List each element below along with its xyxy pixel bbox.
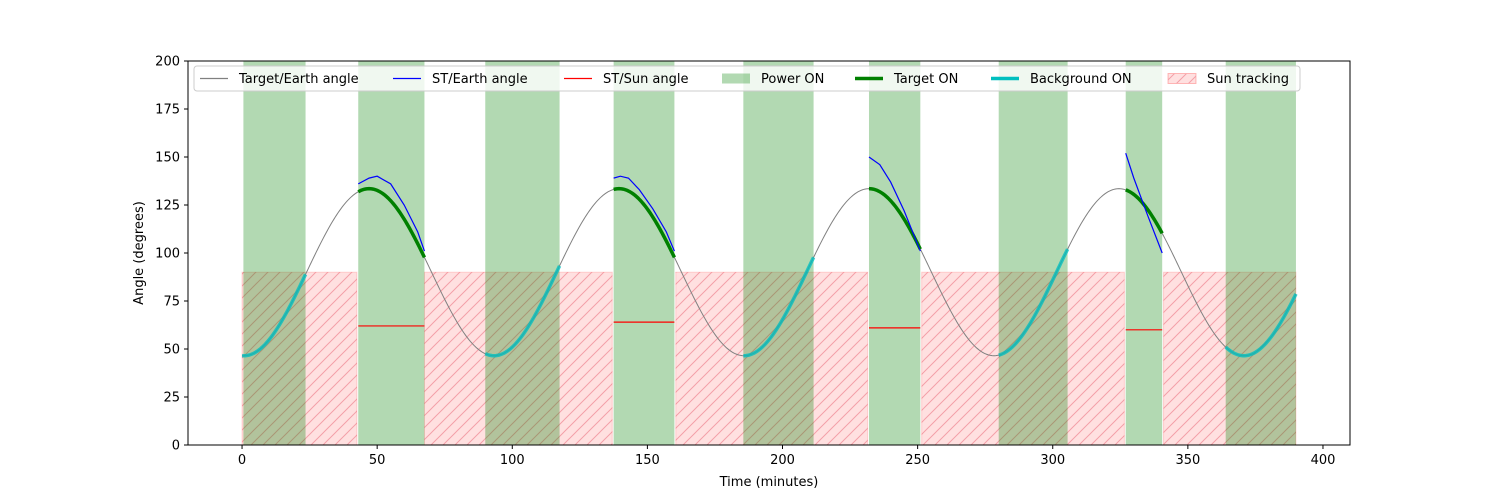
sun-tracking-hatch-1: [423, 271, 613, 445]
x-axis-label: Time (minutes): [719, 475, 819, 490]
st-earth-segment-2: [868, 156, 921, 252]
power-on-span-4: [743, 61, 814, 445]
x-tick-label-250: 250: [905, 453, 930, 468]
legend-power-on-swatch: [722, 73, 750, 84]
power-on-span-6: [998, 61, 1068, 445]
target-on-segment-2: [868, 186, 922, 250]
y-tick-label-125: 125: [155, 199, 180, 214]
y-tick-label-100: 100: [155, 247, 180, 262]
st-earth-segment-1: [613, 175, 675, 252]
x-tick-label-200: 200: [770, 453, 795, 468]
legend-box: [193, 65, 1301, 92]
legend-sun-tracking-swatch: [1168, 73, 1196, 84]
background-on-segment-3: [998, 248, 1070, 357]
background-on-segment-1: [484, 265, 562, 358]
sun-tracking-hatch-0: [241, 271, 358, 445]
legend-power-on-label: Power ON: [761, 72, 824, 87]
power-on-span-2: [485, 61, 560, 445]
y-tick-label-75: 75: [163, 295, 180, 310]
x-tick-label-0: 0: [238, 453, 246, 468]
power-on-span-8: [1225, 61, 1296, 445]
legend-target-earth-angle-label: Target/Earth angle: [238, 72, 359, 87]
legend-sun-tracking-label: Sun tracking: [1207, 72, 1289, 87]
x-tick-label-50: 50: [369, 453, 386, 468]
x-tick-label-400: 400: [1311, 453, 1336, 468]
sun-tracking-hatch-4: [1163, 271, 1297, 445]
power-on-span-5: [868, 61, 921, 445]
sun-tracking-hatch-3: [921, 271, 1125, 445]
power-on-span-3: [613, 61, 675, 445]
legend-st-sun-angle-label: ST/Sun angle: [603, 72, 689, 87]
x-tick-label-350: 350: [1175, 453, 1200, 468]
background-on-segment-0: [241, 273, 308, 358]
x-tick-label-300: 300: [1040, 453, 1065, 468]
background-on-segment-2: [743, 256, 816, 358]
y-tick-label-150: 150: [155, 151, 180, 166]
y-tick-label-175: 175: [155, 103, 180, 118]
y-tick-label-0: 0: [172, 439, 180, 454]
y-tick-label-50: 50: [163, 343, 180, 358]
x-tick-label-100: 100: [500, 453, 525, 468]
power-on-span-1: [358, 61, 425, 445]
x-tick-label-150: 150: [635, 453, 660, 468]
power-on-span-7: [1125, 61, 1163, 445]
background-on-segment-4: [1224, 293, 1298, 358]
y-tick-label-25: 25: [163, 391, 180, 406]
sun-tracking-hatch-2: [675, 271, 869, 445]
legend-target-on-label: Target ON: [893, 72, 958, 87]
y-tick-label-200: 200: [155, 55, 180, 70]
legend: Target/Earth angle ST/Earth angle ST/Sun a…: [193, 65, 1301, 92]
st-earth-segment-3: [1125, 152, 1163, 254]
power-on-span-0: [243, 61, 306, 445]
st-earth-segment-0: [357, 175, 426, 252]
y-axis-label: Angle (degrees): [132, 201, 147, 305]
target-on-segment-1: [613, 186, 676, 259]
legend-st-earth-angle-label: ST/Earth angle: [432, 72, 528, 87]
legend-background-on-label: Background ON: [1030, 72, 1132, 87]
target-on-segment-0: [357, 186, 427, 259]
